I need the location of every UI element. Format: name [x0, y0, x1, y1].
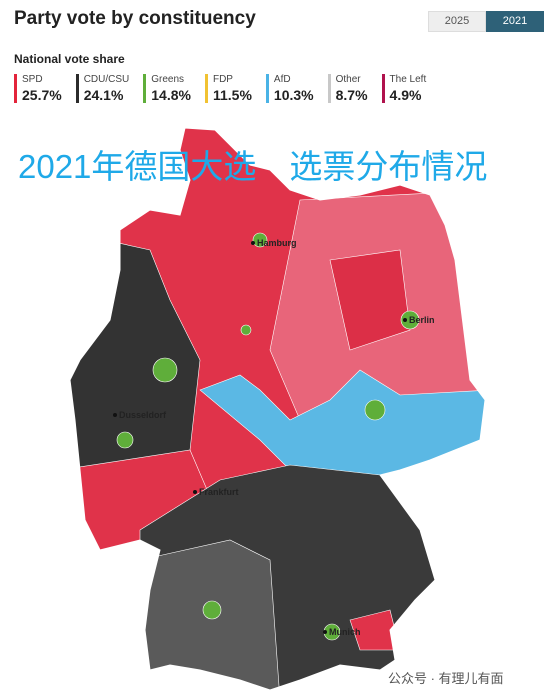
legend-name: AfD [273, 74, 291, 85]
city-label: Hamburg [257, 238, 297, 248]
legend-share: 25.7% [22, 87, 62, 103]
city-label: Frankfurt [199, 487, 239, 497]
legend-share: 8.7% [335, 87, 368, 103]
city-label: Dusseldorf [119, 410, 167, 420]
legend-name: The Left [389, 74, 427, 85]
legend-share: 11.5% [212, 87, 252, 103]
legend-item: Greens 14.8% [143, 74, 191, 103]
overlay-title: 2021年德国大选 选票分布情况 [18, 148, 488, 185]
legend-name: FDP [212, 74, 233, 85]
legend-item: Other 8.7% [327, 74, 368, 103]
year-button[interactable]: 2025 [428, 11, 486, 32]
legend-name: Greens [151, 74, 185, 85]
city-dot [113, 413, 117, 417]
legend-item: The Left 4.9% [381, 74, 427, 103]
legend: SPD 25.7% CDU/CSU 24.1% Greens 14.8% FDP 11.5% A… [14, 74, 440, 103]
watermark: 公众号 · 有理儿有面 [388, 671, 504, 686]
city-dot [323, 630, 327, 634]
legend-item: CDU/CSU 24.1% [75, 74, 130, 103]
legend-item: FDP 11.5% [204, 74, 252, 103]
year-toggle: 2025 2021 [428, 11, 544, 32]
legend-item: AfD 10.3% [265, 74, 314, 103]
legend-share: 10.3% [273, 87, 314, 103]
city-label: Munich [329, 627, 361, 637]
legend-share: 24.1% [83, 87, 124, 103]
city-dot [403, 318, 407, 322]
year-button[interactable]: 2021 [486, 11, 544, 32]
title: Party vote by constituency [14, 8, 256, 29]
city-label: Berlin [409, 315, 435, 325]
legend-share: 4.9% [389, 87, 422, 103]
regions [70, 128, 485, 690]
legend-share: 14.8% [151, 87, 191, 103]
legend-title: National vote share [14, 52, 125, 66]
legend-item: SPD 25.7% [14, 74, 62, 103]
legend-name: SPD [22, 74, 43, 85]
legend-name: CDU/CSU [83, 74, 130, 85]
city-labels: Hamburg Berlin Dusseldorf Frankfurt Munich [113, 238, 435, 637]
city-dot [251, 241, 255, 245]
city-dot [193, 490, 197, 494]
legend-name: Other [335, 74, 361, 85]
